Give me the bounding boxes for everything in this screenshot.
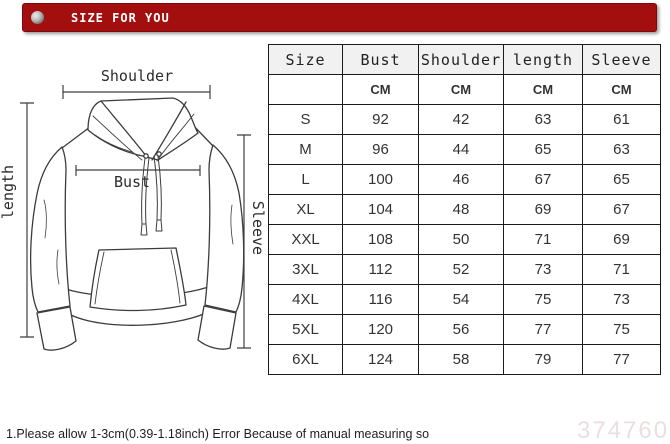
table-cell: 42 <box>418 104 504 135</box>
table-cell: 67 <box>582 194 661 225</box>
table-cell: CM <box>503 74 583 105</box>
table-cell: M <box>268 134 343 165</box>
table-cell <box>268 74 343 105</box>
table-header-row: Size Bust Shoulder length Sleeve <box>268 44 661 75</box>
table-units-row: CM CM CM CM <box>268 74 661 105</box>
table-cell: 44 <box>418 134 504 165</box>
grommet-icon <box>31 11 44 24</box>
table-cell: CM <box>582 74 661 105</box>
table-cell: 67 <box>503 164 583 195</box>
table-cell: 104 <box>342 194 419 225</box>
table-cell: 56 <box>418 314 504 345</box>
watermark-text: 374760 <box>577 417 670 444</box>
table-cell: CM <box>342 74 419 105</box>
table-cell: 58 <box>418 344 504 375</box>
table-cell: 69 <box>582 224 661 255</box>
shoulder-label: Shoulder <box>101 67 173 85</box>
table-cell: 75 <box>582 314 661 345</box>
footer-notes: 1.Please allow 1-3cm(0.39-1.18inch) Erro… <box>6 387 646 444</box>
table-cell: 65 <box>582 164 661 195</box>
table-cell: 4XL <box>268 284 343 315</box>
table-cell: 50 <box>418 224 504 255</box>
table-row: 3XL 112 52 73 71 <box>268 254 661 285</box>
size-table: Size Bust Shoulder length Sleeve CM CM CM CM S 92 4… <box>268 44 661 375</box>
measurement-lines <box>20 85 251 349</box>
table-cell: 120 <box>342 314 419 345</box>
bust-label: Bust <box>114 173 150 191</box>
table-row: 6XL 124 58 79 77 <box>268 344 661 375</box>
table-cell: 79 <box>503 344 583 375</box>
table-cell: 69 <box>503 194 583 225</box>
table-cell: 63 <box>582 134 661 165</box>
table-cell: 73 <box>503 254 583 285</box>
hoodie-measurement-diagram: Shoulder length Bust Sleeve <box>0 40 270 390</box>
note-line: 1.Please allow 1-3cm(0.39-1.18inch) Erro… <box>6 427 430 441</box>
table-cell: 71 <box>503 224 583 255</box>
table-header-cell: length <box>503 44 583 75</box>
table-cell: XXL <box>268 224 343 255</box>
sleeve-label: Sleeve <box>249 201 267 255</box>
table-row: M 96 44 65 63 <box>268 134 661 165</box>
table-cell: 100 <box>342 164 419 195</box>
table-row: XXL 108 50 71 69 <box>268 224 661 255</box>
table-cell: 124 <box>342 344 419 375</box>
table-cell: 96 <box>342 134 419 165</box>
table-cell: 108 <box>342 224 419 255</box>
table-cell: 92 <box>342 104 419 135</box>
table-row: S 92 42 63 61 <box>268 104 661 135</box>
table-cell: 77 <box>503 314 583 345</box>
table-row: L 100 46 67 65 <box>268 164 661 195</box>
table-cell: 61 <box>582 104 661 135</box>
banner-title: SIZE FOR YOU <box>71 11 170 25</box>
table-cell: 5XL <box>268 314 343 345</box>
table-cell: 71 <box>582 254 661 285</box>
table-cell: 6XL <box>268 344 343 375</box>
table-cell: 75 <box>503 284 583 315</box>
table-header-cell: Sleeve <box>582 44 661 75</box>
table-row: XL 104 48 69 67 <box>268 194 661 225</box>
table-cell: S <box>268 104 343 135</box>
table-cell: CM <box>418 74 504 105</box>
table-row: 5XL 120 56 77 75 <box>268 314 661 345</box>
table-cell: 48 <box>418 194 504 225</box>
hoodie-line-drawing: Shoulder length Bust Sleeve <box>0 67 267 351</box>
table-header-cell: Shoulder <box>418 44 504 75</box>
table-cell: 116 <box>342 284 419 315</box>
table-cell: 54 <box>418 284 504 315</box>
length-label: length <box>0 165 17 219</box>
table-cell: 46 <box>418 164 504 195</box>
table-cell: 112 <box>342 254 419 285</box>
table-cell: XL <box>268 194 343 225</box>
table-header-cell: Size <box>268 44 343 75</box>
table-cell: 73 <box>582 284 661 315</box>
table-cell: 63 <box>503 104 583 135</box>
table-header-cell: Bust <box>342 44 419 75</box>
table-cell: 52 <box>418 254 504 285</box>
table-cell: 77 <box>582 344 661 375</box>
table-cell: L <box>268 164 343 195</box>
table-cell: 3XL <box>268 254 343 285</box>
title-banner: SIZE FOR YOU <box>22 3 657 32</box>
table-cell: 65 <box>503 134 583 165</box>
table-row: 4XL 116 54 75 73 <box>268 284 661 315</box>
